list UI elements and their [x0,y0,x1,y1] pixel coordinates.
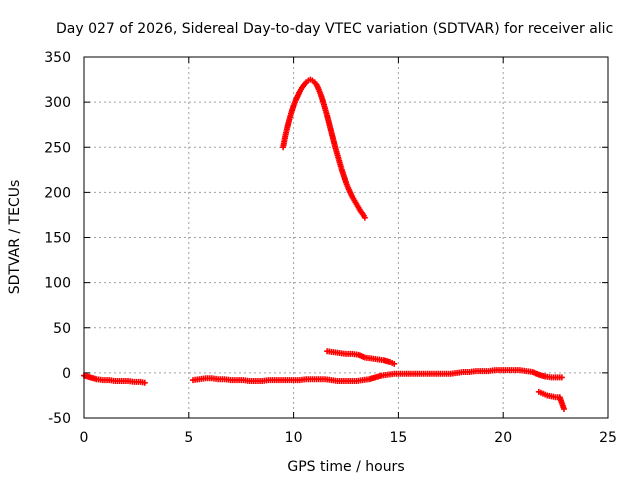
data-point [391,360,398,367]
ticks: 0 5 10 15 20 25 -50 0 50 100 150 200 250 300 350 [44,50,617,446]
data-point [141,379,148,386]
x-tick-label: 20 [494,430,512,446]
y-tick-label: 200 [44,185,71,201]
grid [84,57,608,418]
x-axis-label: GPS time / hours [287,459,404,475]
y-tick-label: 300 [44,95,71,111]
y-axis-label: SDTVAR / TECUs [7,180,23,295]
y-tick-label: -50 [48,411,71,427]
y-tick-label: 150 [44,231,71,247]
data-point [560,405,567,412]
x-tick-label: 0 [80,430,89,446]
x-tick-label: 10 [285,430,303,446]
data-point [361,214,368,221]
y-tick-label: 50 [53,321,71,337]
y-tick-label: 100 [44,276,71,292]
chart-title: Day 027 of 2026, Sidereal Day-to-day VTE… [56,21,613,37]
y-tick-label: 350 [44,50,71,66]
x-tick-label: 5 [184,430,193,446]
data-point [558,374,565,381]
data-points [81,76,567,412]
plot-frame [83,56,609,419]
y-tick-label: 250 [44,140,71,156]
x-tick-label: 15 [389,430,407,446]
x-tick-label: 25 [599,430,617,446]
y-tick-label: 0 [62,366,71,382]
